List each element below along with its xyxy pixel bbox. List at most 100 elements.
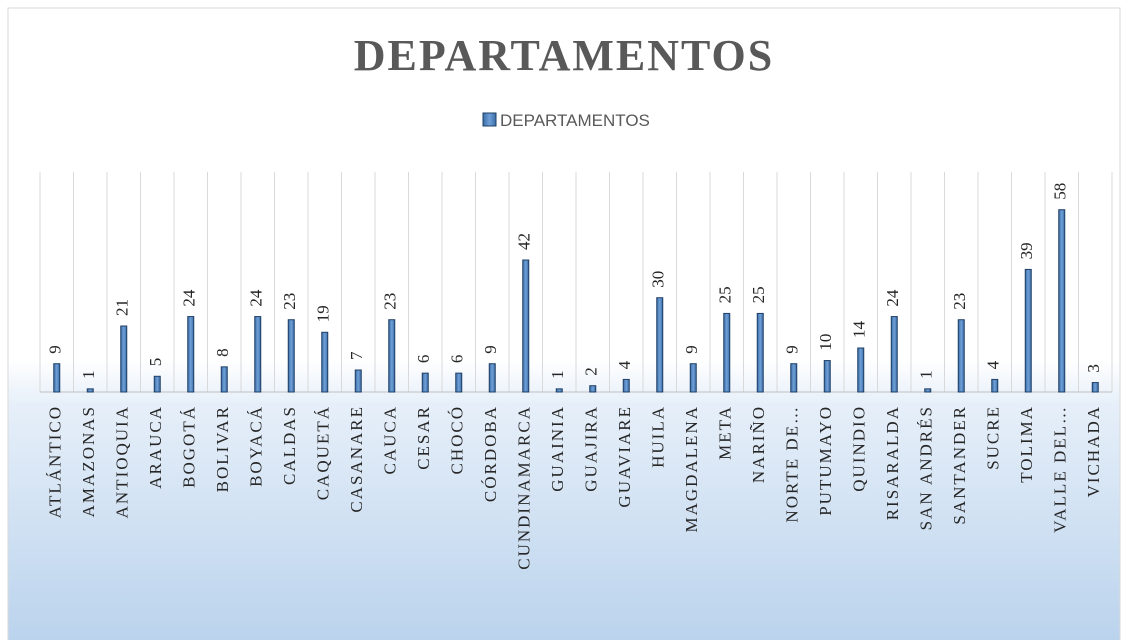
bar [823, 360, 831, 393]
data-label: 23 [280, 293, 299, 310]
bar [254, 316, 262, 393]
data-label: 1 [79, 370, 98, 379]
bar [187, 316, 195, 393]
data-label: 25 [716, 286, 735, 303]
bar [890, 316, 898, 393]
legend: DEPARTAMENTOS [482, 111, 650, 130]
data-label: 9 [481, 345, 500, 354]
bar [957, 319, 965, 393]
data-label: 1 [917, 370, 936, 379]
x-tick-label: GUAINIA [548, 405, 567, 492]
data-label: 9 [783, 345, 802, 354]
x-tick-label: BOGOTÁ [180, 405, 199, 488]
data-label: 6 [414, 355, 433, 364]
bar [1024, 268, 1032, 393]
data-label: 23 [950, 293, 969, 310]
bar [1091, 382, 1099, 393]
bar [991, 378, 999, 393]
bar [522, 259, 530, 393]
data-label: 2 [582, 367, 601, 376]
x-tick-label: VICHADA [1084, 405, 1103, 497]
bar [120, 325, 128, 393]
data-label: 7 [347, 351, 366, 360]
data-label: 8 [213, 348, 232, 357]
x-tick-label: ATLÁNTICO [46, 405, 65, 518]
x-tick-label: AMAZONAS [79, 405, 98, 517]
bar [924, 388, 932, 393]
data-label: 5 [146, 358, 165, 367]
x-tick-label: SUCRE [984, 405, 1003, 470]
bar [689, 363, 697, 393]
x-tick-label: CHOCÓ [448, 405, 467, 475]
bar [622, 378, 630, 393]
x-tick-label: CAUCA [381, 405, 400, 475]
x-tick-label: CUNDINAMARCA [515, 405, 534, 570]
data-label: 39 [1017, 242, 1036, 259]
data-label: 6 [448, 355, 467, 364]
bar [421, 372, 429, 393]
x-tick-label: TOLIMA [1017, 405, 1036, 483]
data-label: 24 [180, 289, 199, 307]
data-label: 10 [816, 334, 835, 351]
bar [723, 312, 731, 393]
data-label: 24 [883, 289, 902, 307]
x-tick-label: NORTE DE… [783, 405, 802, 523]
x-tick-label: BOYACÁ [247, 405, 266, 487]
data-label: 24 [247, 289, 266, 307]
bar [153, 375, 161, 393]
x-tick-label: QUINDIO [850, 405, 869, 492]
x-tick-label: ANTIOQUIA [113, 405, 132, 518]
legend-label: DEPARTAMENTOS [500, 111, 650, 130]
x-tick-label: GUAJIRA [582, 405, 601, 492]
bar [86, 388, 94, 393]
bar [656, 297, 664, 393]
bar [488, 363, 496, 393]
data-label: 30 [649, 271, 668, 288]
x-tick-label: CALDAS [280, 405, 299, 485]
data-label: 4 [615, 360, 634, 369]
data-label: 42 [515, 233, 534, 250]
x-tick-label: CESAR [414, 405, 433, 470]
x-tick-label: GUAVIARE [615, 405, 634, 508]
bar [220, 366, 228, 393]
x-tick-label: CAQUETÁ [314, 405, 333, 500]
chart-area [7, 7, 1121, 640]
bar [455, 372, 463, 393]
data-label: 21 [113, 299, 132, 316]
x-tick-label: HUILA [649, 405, 668, 468]
bar [756, 312, 764, 393]
x-tick-label: RISARALDA [883, 405, 902, 520]
chart-title: DEPARTAMENTOS [354, 31, 775, 80]
bar [555, 388, 563, 393]
bar [53, 363, 61, 393]
x-tick-label: MAGDALENA [682, 405, 701, 533]
x-tick-label: META [716, 405, 735, 460]
bar [790, 363, 798, 393]
data-label: 9 [682, 345, 701, 354]
bar [321, 331, 329, 393]
bar [589, 385, 597, 393]
data-label: 58 [1051, 183, 1070, 200]
bar [1058, 209, 1066, 393]
legend-swatch [482, 112, 497, 127]
data-label: 14 [850, 321, 869, 339]
x-tick-label: VALLE DEL… [1051, 405, 1070, 533]
data-label: 23 [381, 293, 400, 310]
x-tick-label: SANTANDER [950, 405, 969, 525]
data-label: 4 [984, 360, 1003, 369]
bar [388, 319, 396, 393]
x-tick-label: ARAUCA [146, 405, 165, 489]
x-tick-label: CÓRDOBA [481, 405, 500, 502]
x-tick-label: SAN ANDRÉS [917, 405, 936, 530]
data-label: 25 [749, 286, 768, 303]
data-label: 1 [548, 370, 567, 379]
x-tick-label: BOLIVAR [213, 405, 232, 492]
data-label: 9 [46, 345, 65, 354]
data-label: 3 [1084, 364, 1103, 373]
bar [354, 369, 362, 393]
x-tick-label: NARIÑO [749, 405, 768, 483]
data-label: 19 [314, 305, 333, 322]
x-tick-label: PUTUMAYO [816, 405, 835, 516]
